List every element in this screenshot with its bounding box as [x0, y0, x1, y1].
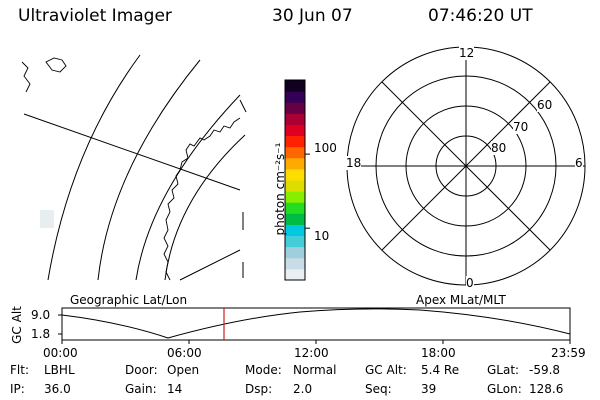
info-value: 14	[167, 382, 183, 396]
info-key: Dsp:	[245, 382, 273, 396]
altitude-xticks	[61, 340, 571, 344]
coast-outline	[21, 61, 31, 93]
colorbar-band	[285, 180, 305, 192]
info-key: GLon:	[487, 382, 522, 396]
polar-grid	[346, 46, 586, 286]
info-value: 39	[421, 382, 437, 396]
geographic-map-panel	[21, 54, 247, 281]
faint-emission-patch	[40, 210, 54, 228]
colorbar-band	[285, 113, 305, 125]
colorbar-unit-label: photon cm⁻²s⁻¹	[273, 142, 287, 236]
map-arc-3	[135, 94, 241, 281]
info-key: Gain:	[125, 382, 157, 396]
info-value: Normal	[293, 363, 337, 377]
info-key: GC Alt:	[365, 363, 407, 377]
mlt-label-right: 6	[575, 156, 583, 170]
colorbar-band	[285, 157, 305, 170]
colorbar-band	[285, 257, 305, 270]
xtick-label-4: 23:59	[551, 346, 586, 360]
colorbar-band	[285, 213, 305, 225]
colorbar-band	[285, 235, 305, 248]
info-key: Flt:	[10, 363, 29, 377]
colorbar-band	[285, 102, 305, 114]
colorbar-band	[285, 124, 305, 137]
map-arc-2	[97, 59, 201, 281]
colorbar-band	[285, 224, 305, 237]
colorbar-band	[285, 191, 305, 203]
map-top-edge	[239, 99, 247, 113]
info-value: 5.4 Re	[421, 363, 460, 377]
polar-line-diag-2	[381, 81, 551, 251]
xtick-label-1: 06:00	[167, 346, 202, 360]
info-key: GLat:	[487, 363, 520, 377]
colorbar-band	[285, 146, 305, 159]
colorbar-band	[285, 246, 305, 259]
mlt-label-bottom: 0	[466, 276, 474, 290]
instrument-title: Ultraviolet Imager	[18, 6, 172, 26]
info-value: -59.8	[529, 363, 561, 377]
info-key: Door:	[125, 363, 158, 377]
colorbar-band	[285, 268, 305, 281]
lat-label-80: 80	[491, 141, 507, 155]
altitude-plot	[58, 307, 571, 344]
colorbar-band	[285, 202, 305, 214]
info-value: Open	[167, 363, 200, 377]
info-value: 128.6	[529, 382, 564, 396]
altitude-ytick-bottom: 1.8	[31, 327, 51, 341]
coastline	[163, 117, 241, 281]
colorbar-band	[285, 135, 305, 148]
lat-label-60: 60	[537, 98, 553, 112]
lat-label-70: 70	[513, 120, 529, 134]
altitude-ylabel: GC Alt	[10, 306, 24, 344]
map-meridian-line	[23, 113, 241, 191]
mlt-label-left: 18	[346, 156, 362, 170]
colorbar-tick-label-100: 100	[314, 141, 337, 155]
colorbar-band	[285, 80, 305, 92]
map-edge-line	[179, 249, 241, 281]
colorbar-band	[285, 91, 305, 103]
date-label: 30 Jun 07	[272, 6, 353, 26]
info-key: Seq:	[365, 382, 392, 396]
colorbar-band	[285, 168, 305, 181]
colorbar-tick-label-10: 10	[314, 229, 330, 243]
coast-island	[45, 57, 67, 73]
colorbar-frame	[284, 79, 306, 281]
xtick-label-2: 12:00	[294, 346, 329, 360]
altitude-ytick-top: 9.0	[31, 308, 51, 322]
mlt-label-top: 12	[459, 46, 475, 60]
geo-panel-label: Geographic Lat/Lon	[70, 293, 188, 307]
info-value: 36.0	[44, 382, 71, 396]
colorbar	[285, 80, 305, 281]
xtick-label-3: 18:00	[421, 346, 456, 360]
colorbar-ticks	[305, 153, 310, 229]
info-value: 2.0	[293, 382, 313, 396]
info-value: LBHL	[44, 363, 75, 377]
map-arc-4	[164, 134, 246, 281]
polar-panel-label: Apex MLat/MLT	[416, 293, 506, 307]
map-arc-1	[47, 54, 141, 281]
xtick-label-0: 00:00	[43, 346, 78, 360]
time-label: 07:46:20 UT	[428, 6, 533, 26]
altitude-plot-frame	[61, 307, 571, 341]
altitude-curve	[61, 308, 571, 339]
info-key: Mode:	[245, 363, 282, 377]
info-key: IP:	[10, 382, 25, 396]
